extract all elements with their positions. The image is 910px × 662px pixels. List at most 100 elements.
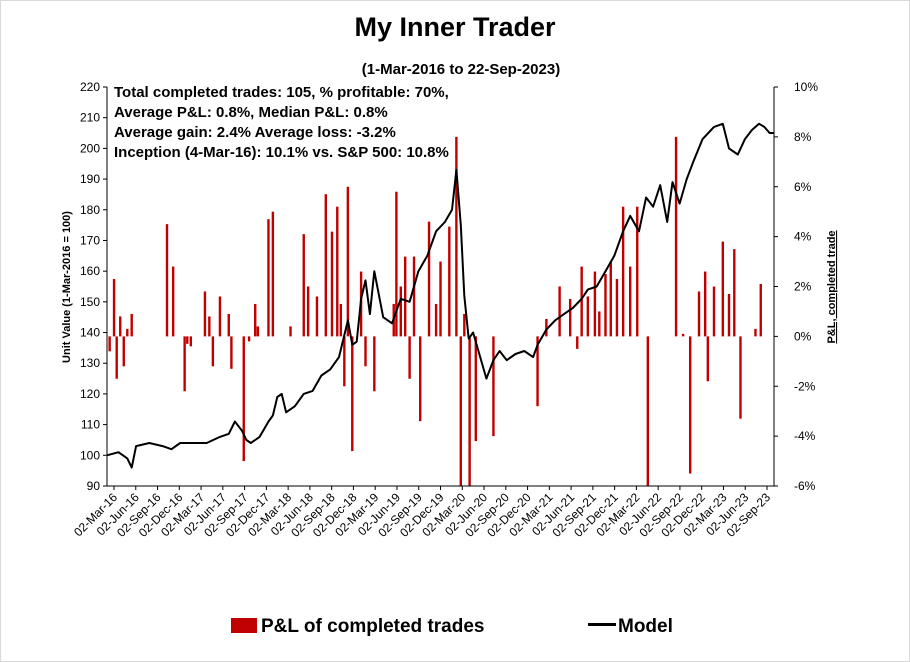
- right-tick-label: -4%: [794, 429, 816, 443]
- pnl-bar: [119, 316, 122, 337]
- pnl-bar: [330, 231, 334, 337]
- pnl-bar: [609, 261, 612, 337]
- left-tick-label: 110: [81, 418, 100, 432]
- left-tick-label: 160: [80, 264, 100, 278]
- pnl-bar: [463, 313, 466, 337]
- pnl-bar: [218, 296, 222, 337]
- pnl-bar: [364, 336, 367, 367]
- pnl-bar: [759, 284, 762, 337]
- right-tick-label: 4%: [794, 230, 812, 244]
- pnl-bar: [427, 221, 431, 337]
- pnl-bar: [395, 191, 398, 337]
- legend-swatch-bar: [231, 618, 257, 633]
- legend-item-pnl: P&L of completed trades: [231, 616, 484, 638]
- left-tick-label: 120: [80, 387, 100, 401]
- pnl-bar: [545, 318, 548, 337]
- pnl-bar: [339, 303, 343, 337]
- pnl-bar: [492, 336, 495, 437]
- pnl-bar: [171, 266, 175, 337]
- legend-label-pnl: P&L of completed trades: [261, 616, 485, 637]
- pnl-bar: [455, 136, 458, 337]
- stats-line-1: Total completed trades: 105, % profitabl…: [114, 84, 449, 101]
- pnl-bar: [646, 336, 650, 486]
- pnl-bar: [351, 336, 354, 452]
- left-tick-label: 210: [80, 111, 100, 125]
- right-axis-ticks: -6% -4% -2% 0% 2% 4% 6% 8% 10%: [774, 80, 818, 493]
- pnl-bar: [754, 328, 757, 337]
- pnl-bar: [267, 219, 270, 337]
- left-tick-label: 100: [80, 448, 100, 462]
- right-tick-label: 8%: [794, 130, 812, 144]
- left-tick-label: 170: [80, 233, 100, 247]
- pnl-bar: [336, 206, 339, 337]
- stats-annotation: Total completed trades: 105, % profitabl…: [114, 83, 449, 163]
- right-tick-label: 0%: [794, 329, 812, 343]
- pnl-bar: [697, 291, 701, 337]
- stats-line-3: Average gain: 2.4% Average loss: -3.2%: [114, 124, 396, 141]
- pnl-bar: [165, 224, 169, 337]
- pnl-bar: [580, 266, 583, 337]
- pnl-bar: [315, 296, 319, 337]
- model-line-group: [106, 122, 774, 469]
- right-tick-label: 10%: [794, 80, 818, 94]
- right-tick-label: -6%: [794, 479, 816, 493]
- pnl-bar: [122, 336, 125, 367]
- pnl-bar: [183, 336, 186, 392]
- pnl-bar: [189, 336, 193, 347]
- pnl-bar: [186, 336, 189, 344]
- left-axis-label: Unit Value (1-Mar-2016 = 100): [61, 211, 73, 363]
- pnl-bar: [227, 313, 230, 337]
- x-axis-ticks: 02-Mar-1602-Jun-1602-Sep-1602-Dec-1602-M…: [71, 486, 773, 540]
- left-tick-label: 130: [80, 356, 100, 370]
- pnl-bar: [419, 336, 422, 422]
- pnl-bar: [688, 336, 692, 474]
- pnl-bar: [302, 234, 305, 337]
- left-tick-label: 200: [80, 141, 100, 155]
- pnl-bar: [703, 271, 707, 337]
- pnl-bar: [712, 286, 716, 337]
- pnl-bar: [448, 226, 451, 337]
- pnl-bar: [256, 326, 260, 337]
- left-tick-label: 180: [80, 203, 100, 217]
- stats-line-4: Inception (4-Mar-16): 10.1% vs. S&P 500:…: [114, 144, 449, 161]
- left-tick-label: 150: [80, 295, 100, 309]
- pnl-bar: [636, 206, 639, 337]
- pnl-bar: [558, 286, 561, 337]
- pnl-bar: [404, 256, 407, 337]
- pnl-bar: [733, 249, 736, 337]
- left-tick-label: 190: [80, 172, 100, 186]
- stats-line-2: Average P&L: 0.8%, Median P&L: 0.8%: [114, 104, 388, 121]
- legend-swatch-line: [588, 623, 616, 626]
- right-axis-label: P&L, completed trade: [826, 230, 838, 343]
- chart-title: My Inner Trader: [354, 12, 556, 42]
- pnl-bar: [115, 336, 118, 379]
- pnl-bar: [271, 211, 275, 337]
- legend-label-model: Model: [618, 616, 673, 637]
- pnl-bar: [593, 271, 597, 337]
- pnl-bar: [615, 279, 619, 337]
- pnl-bar: [568, 298, 572, 337]
- pnl-bar: [586, 296, 590, 337]
- pnl-bar: [439, 261, 442, 337]
- pnl-bar: [126, 328, 129, 337]
- left-tick-label: 90: [87, 479, 101, 493]
- pnl-bar: [343, 336, 346, 387]
- legend-item-model: Model: [588, 616, 673, 638]
- right-tick-label: 2%: [794, 280, 812, 294]
- pnl-bar: [604, 274, 607, 337]
- pnl-bar: [230, 336, 233, 369]
- right-tick-label: 6%: [794, 180, 812, 194]
- pnl-bar: [621, 206, 625, 337]
- pnl-bar: [346, 186, 350, 337]
- pnl-bar: [459, 336, 462, 486]
- left-axis-ticks: 90 100 110 120 130 140 150 160 170 180 190 200 210 22…: [80, 80, 107, 493]
- model-line: [106, 122, 774, 469]
- pnl-bar: [112, 279, 116, 337]
- pnl-bar: [536, 336, 539, 407]
- pnl-bar: [576, 336, 579, 349]
- pnl-bar: [306, 286, 310, 337]
- pnl-bar: [674, 136, 678, 337]
- pnl-bar: [130, 313, 133, 337]
- pnl-bar: [208, 316, 211, 337]
